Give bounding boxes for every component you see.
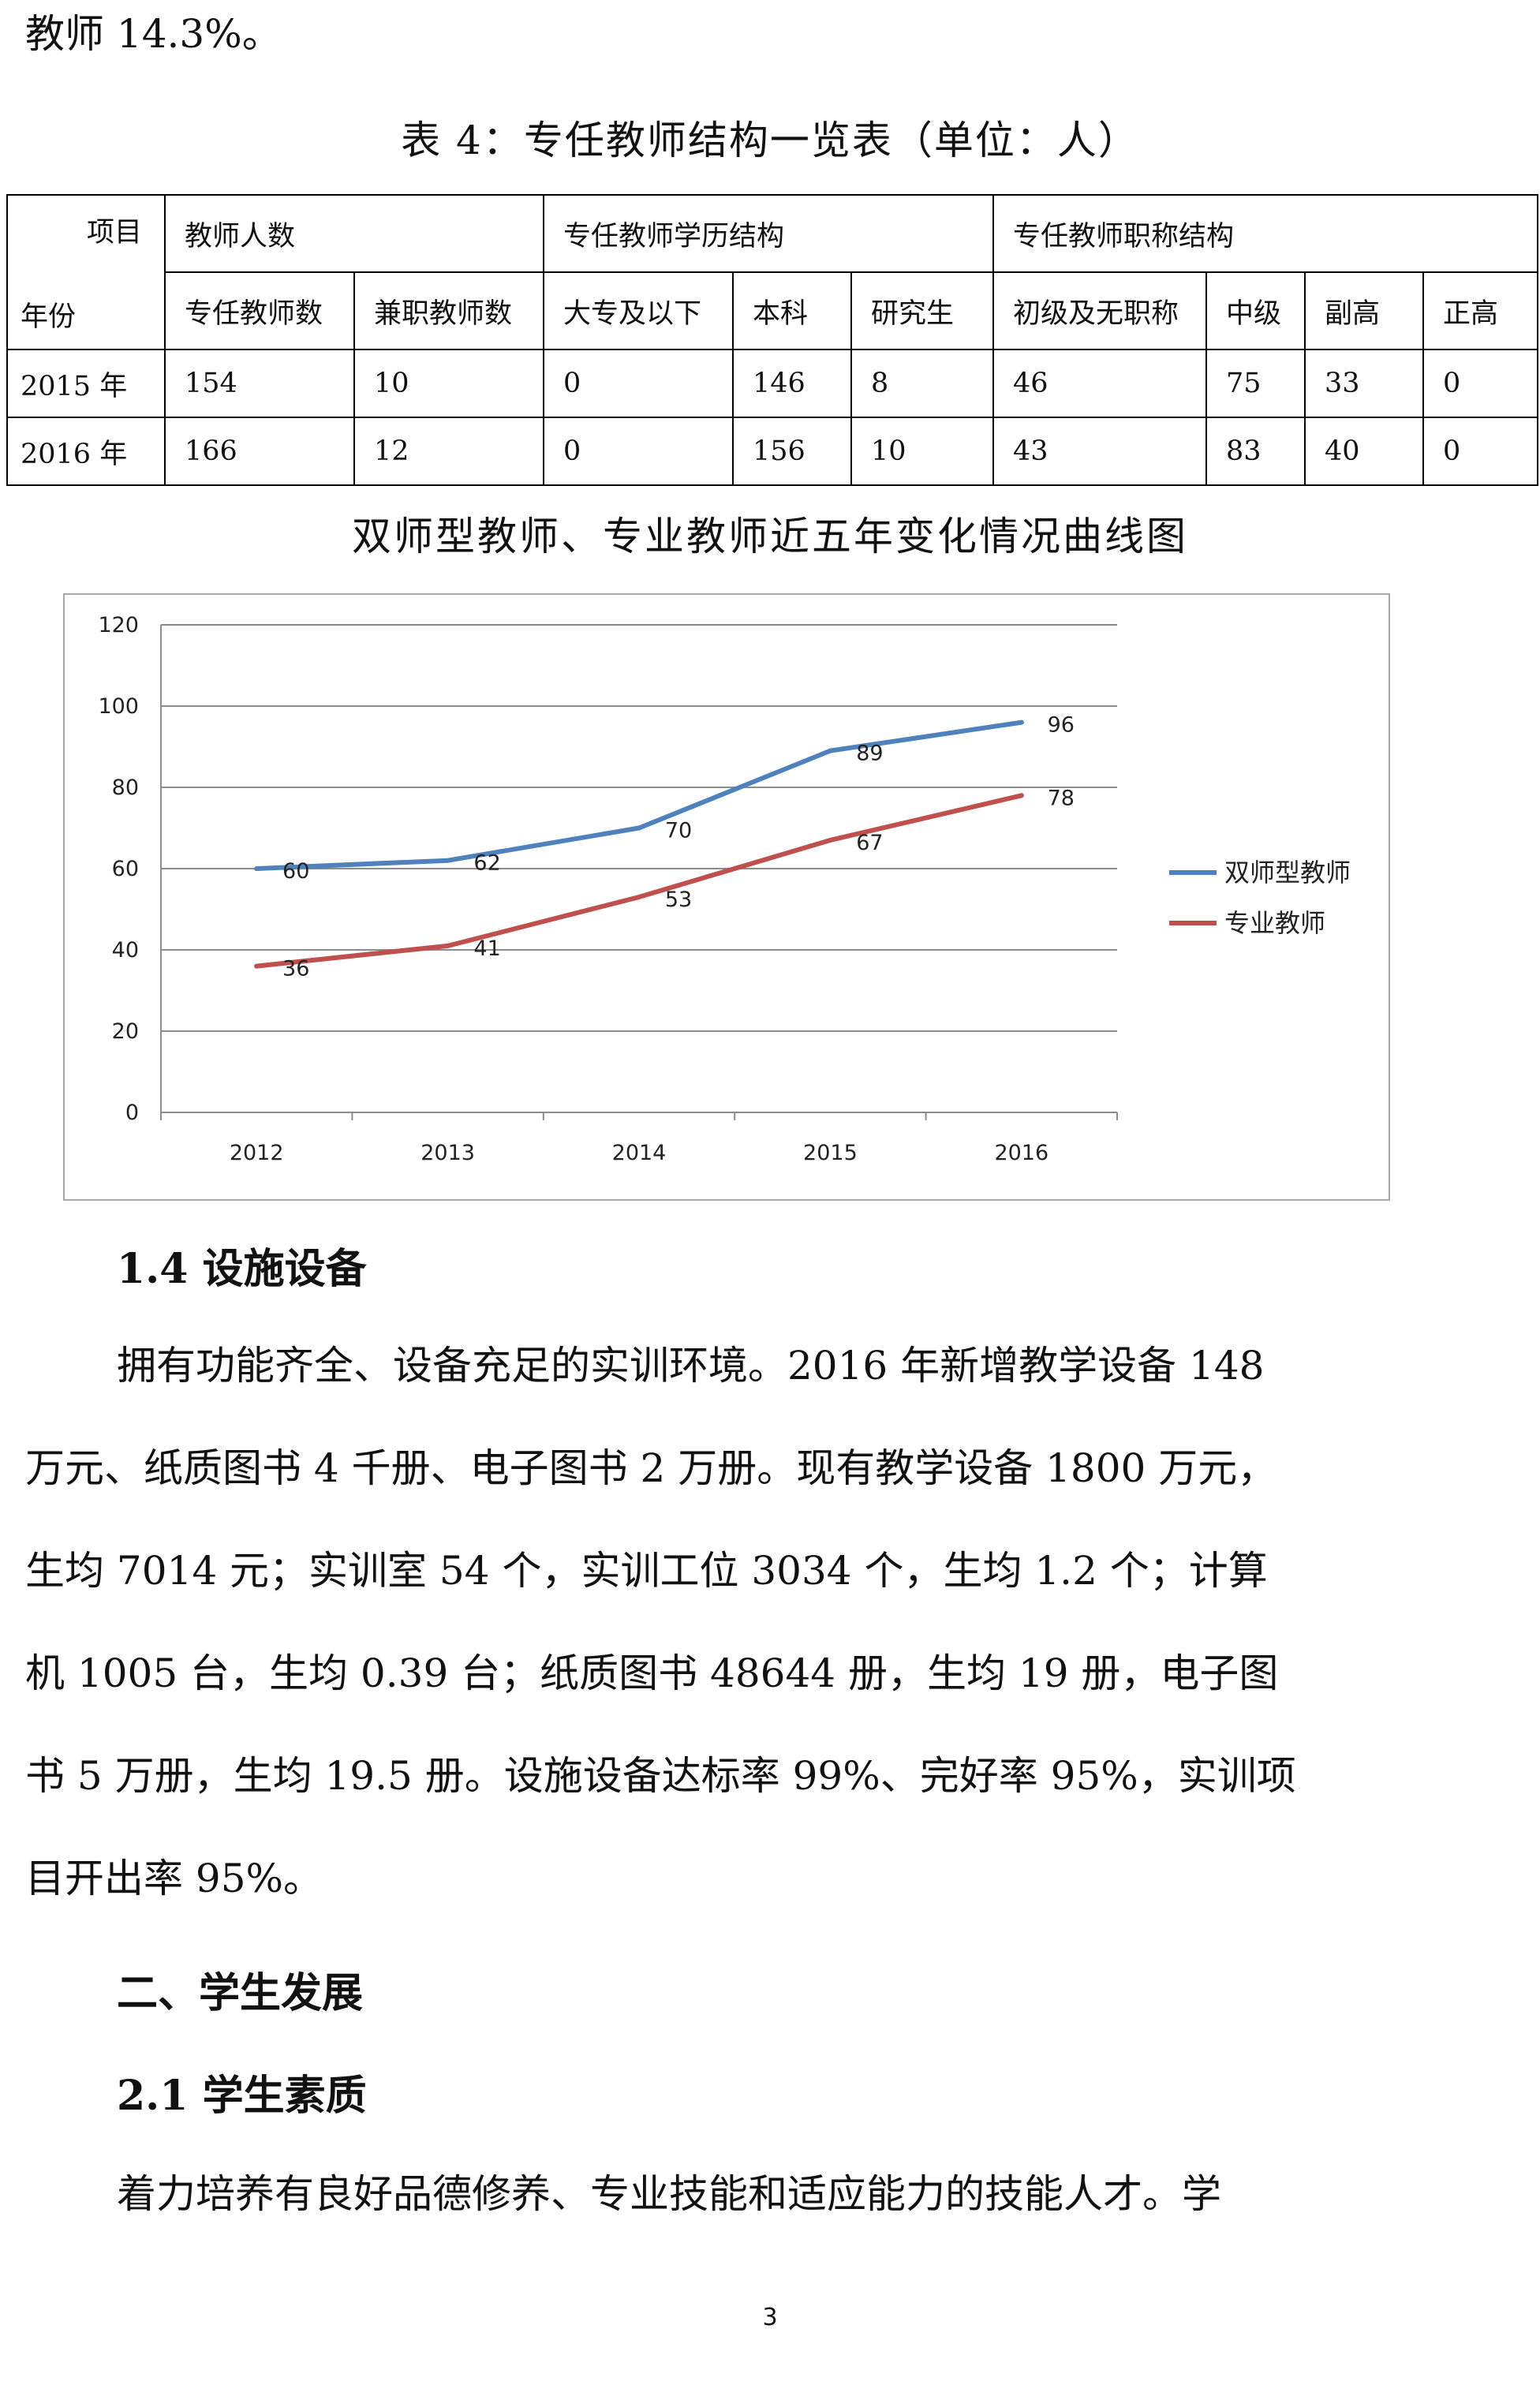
col-header: 本科 (732, 271, 853, 350)
continued-text-line: 教师 14.3%。 (25, 11, 282, 57)
table-cell: 33 (1304, 349, 1425, 418)
data-point (254, 963, 260, 969)
table-cell: 43 (992, 417, 1208, 486)
table-cell: 8 (850, 349, 995, 418)
x-tick-label: 2012 (230, 1141, 284, 1165)
y-tick-label: 80 (112, 776, 139, 800)
section-heading-2-1: 2.1 学生素质 (117, 2072, 367, 2120)
col-header: 初级及无职称 (992, 271, 1208, 350)
table-cell: 156 (732, 417, 853, 486)
group-header-education: 专任教师学历结构 (543, 194, 995, 273)
data-label: 62 (473, 851, 500, 876)
data-label: 41 (473, 936, 500, 961)
data-label: 96 (1048, 713, 1075, 738)
legend-label: 专业教师 (1224, 908, 1325, 938)
y-tick-label: 0 (125, 1101, 139, 1125)
group-header-teacher-count: 教师人数 (163, 194, 545, 273)
data-point (254, 866, 260, 871)
y-tick-label: 60 (112, 857, 139, 881)
teacher-structure-table: 项目 年份 教师人数 专任教师学历结构 专任教师职称结构 专任教师数 兼职教师数… (6, 194, 1539, 486)
table-cell: 154 (164, 349, 355, 418)
y-tick-label: 20 (112, 1019, 139, 1044)
col-header: 研究生 (850, 271, 995, 350)
data-point (445, 858, 450, 863)
corner-label-item: 项目 (86, 217, 142, 249)
x-tick-label: 2016 (994, 1141, 1048, 1165)
table-row: 2016 年 166 12 0 156 10 43 83 40 0 (6, 417, 1539, 486)
table-cell: 46 (992, 349, 1208, 418)
row-year: 2016 年 (6, 417, 166, 486)
table-cell: 83 (1205, 417, 1306, 486)
chart-title: 双师型教师、专业教师近五年变化情况曲线图 (352, 514, 1188, 559)
col-header: 兼职教师数 (353, 271, 545, 350)
row-year: 2015 年 (6, 349, 166, 418)
section-heading-2: 二、学生发展 (117, 1969, 364, 2017)
series-line-2 (254, 793, 1024, 969)
data-label: 70 (665, 819, 692, 843)
x-tick-label: 2013 (421, 1141, 475, 1165)
table-cell: 10 (850, 417, 995, 486)
line-chart: 0 20 40 60 80 100 120 2012 2013 2014 2015 2016 60 62 7… (63, 593, 1390, 1201)
data-point (637, 825, 641, 831)
table-corner-cell: 项目 年份 (6, 194, 166, 350)
y-tick-label: 120 (98, 613, 139, 637)
data-point (1019, 793, 1024, 798)
data-label: 89 (856, 742, 883, 766)
table-cell: 10 (353, 349, 545, 418)
data-label: 67 (856, 831, 883, 855)
table-cell: 12 (353, 417, 545, 486)
table-row: 2015 年 154 10 0 146 8 46 75 33 0 (6, 349, 1539, 418)
chart-svg: 0 20 40 60 80 100 120 2012 2013 2014 2015 2016 60 62 7… (98, 613, 1351, 1165)
paragraph-line: 书 5 万册，生均 19.5 册。设施设备达标率 99%、完好率 95%，实训项 (25, 1753, 1296, 1799)
table-cell: 75 (1205, 349, 1306, 418)
paragraph-line: 拥有功能齐全、设备充足的实训环境。2016 年新增教学设备 148 (117, 1343, 1265, 1389)
col-header: 大专及以下 (543, 271, 734, 350)
legend-label: 双师型教师 (1224, 858, 1351, 888)
col-header: 专任教师数 (164, 271, 355, 350)
paragraph-line: 生均 7014 元；实训室 54 个，实训工位 3034 个，生均 1.2 个；… (25, 1548, 1268, 1594)
corner-label-year: 年份 (21, 301, 77, 333)
col-header: 中级 (1205, 271, 1306, 350)
series-line-1 (254, 720, 1024, 871)
data-point (828, 748, 833, 753)
group-header-title: 专任教师职称结构 (992, 194, 1539, 273)
col-header: 正高 (1422, 271, 1539, 350)
data-label: 78 (1048, 786, 1075, 810)
data-point (637, 895, 641, 900)
x-tick-label: 2014 (612, 1141, 667, 1165)
col-header: 副高 (1304, 271, 1425, 350)
table-cell: 146 (732, 349, 853, 418)
x-tick-label: 2015 (803, 1141, 858, 1165)
data-point (828, 837, 833, 843)
table-cell: 0 (1422, 417, 1539, 486)
data-label: 60 (282, 859, 309, 884)
paragraph-line: 目开出率 95%。 (25, 1856, 323, 1901)
y-tick-label: 40 (112, 938, 139, 962)
table-cell: 166 (164, 417, 355, 486)
data-point (1019, 720, 1024, 725)
table-cell: 0 (543, 417, 734, 486)
table-cell: 0 (1422, 349, 1539, 418)
paragraph-line: 万元、纸质图书 4 千册、电子图书 2 万册。现有教学设备 1800 万元， (25, 1445, 1277, 1491)
page-number: 3 (762, 2304, 778, 2331)
y-tick-label: 100 (98, 694, 139, 719)
section-heading-1-4: 1.4 设施设备 (117, 1245, 367, 1293)
data-point (445, 943, 450, 948)
paragraph-line: 机 1005 台，生均 0.39 台；纸质图书 48644 册，生均 19 册，… (25, 1650, 1279, 1696)
paragraph-line: 着力培养有良好品德修养、专业技能和适应能力的技能人才。学 (117, 2171, 1221, 2217)
table-title: 表 4：专任教师结构一览表（单位：人） (401, 118, 1139, 163)
table-cell: 40 (1304, 417, 1425, 486)
data-label: 53 (665, 888, 692, 912)
data-label: 36 (282, 957, 309, 981)
table-cell: 0 (543, 349, 734, 418)
